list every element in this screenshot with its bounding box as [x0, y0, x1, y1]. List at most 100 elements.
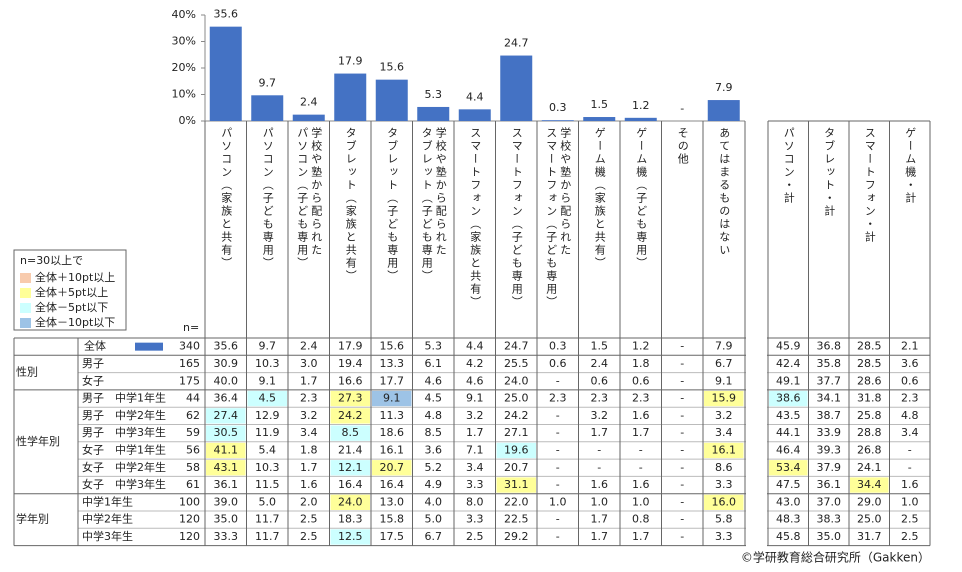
- cell: 34.1: [817, 392, 842, 405]
- cell: 48.3: [776, 513, 801, 526]
- cell: 3.6: [425, 443, 443, 456]
- cell-highlight: [704, 442, 744, 459]
- cell: -: [597, 461, 601, 474]
- cell: -: [680, 495, 684, 508]
- cell: 24.7: [504, 340, 529, 353]
- column-header: ゲーム機（子ども専用）: [634, 127, 648, 270]
- cell: 31.7: [857, 530, 882, 543]
- cell: 37.7: [817, 374, 842, 387]
- cell: 39.3: [817, 443, 842, 456]
- cell: 1.8: [632, 357, 650, 370]
- cell: 36.8: [817, 340, 842, 353]
- cell: 1.7: [591, 513, 609, 526]
- cell: -: [680, 374, 684, 387]
- row-n: 61: [186, 478, 200, 491]
- cell: 11.3: [380, 409, 405, 422]
- cell: 15.8: [380, 513, 405, 526]
- value-label: 35.6: [214, 8, 239, 21]
- cell: 53.4: [776, 461, 801, 474]
- cell: 21.4: [338, 443, 363, 456]
- cell: -: [908, 443, 912, 456]
- value-label: 15.6: [380, 61, 405, 74]
- cell: 2.3: [300, 392, 318, 405]
- cell: 5.3: [425, 340, 443, 353]
- bar: [375, 79, 408, 121]
- cell: 17.9: [338, 340, 363, 353]
- bar: [417, 106, 450, 121]
- cell: 17.7: [380, 374, 405, 387]
- legend-swatch: [20, 273, 31, 283]
- cell: 20.7: [504, 461, 529, 474]
- group-label: 性学年別: [16, 434, 60, 448]
- cell: 8.5: [425, 426, 443, 439]
- cell: 1.0: [901, 495, 919, 508]
- column-header: あてはまるものはない: [717, 127, 731, 257]
- cell: 30.9: [214, 357, 239, 370]
- cell: 6.7: [715, 357, 733, 370]
- cell: 25.8: [857, 409, 882, 422]
- cell: 11.9: [255, 426, 280, 439]
- row-n: 120: [179, 513, 200, 526]
- row-label: 中学3年生: [82, 529, 133, 543]
- cell: 3.3: [715, 478, 733, 491]
- cell: 1.7: [466, 426, 484, 439]
- cell: 44.1: [776, 426, 801, 439]
- cell: 1.5: [591, 340, 609, 353]
- cell-highlight: [330, 425, 370, 441]
- cell: 1.6: [632, 478, 650, 491]
- cell: -: [680, 340, 684, 353]
- cell: 29.0: [857, 495, 882, 508]
- cell: 15.6: [380, 340, 405, 353]
- column-header: 学校や塾から配られた スマートフォン（子ども専用）: [544, 127, 572, 309]
- cell: 4.8: [901, 409, 919, 422]
- cell: 0.8: [632, 513, 650, 526]
- bar: [209, 26, 242, 121]
- cell-highlight: [206, 442, 246, 459]
- cell: 43.0: [776, 495, 801, 508]
- cell: 12.9: [255, 409, 280, 422]
- cell: 6.1: [425, 357, 443, 370]
- cell: 8.6: [715, 461, 733, 474]
- cell: 43.1: [214, 461, 239, 474]
- cell: 27.3: [338, 392, 363, 405]
- cell: 3.3: [715, 530, 733, 543]
- row-label: 女子: [82, 373, 104, 387]
- cell: 3.3: [466, 478, 484, 491]
- cell: 45.9: [776, 340, 801, 353]
- cell-highlight: [850, 477, 889, 493]
- cell: 2.3: [549, 392, 567, 405]
- cell: 17.5: [380, 530, 405, 543]
- cell: 5.8: [715, 513, 733, 526]
- cell: 9.1: [383, 392, 401, 405]
- cell: 9.7: [259, 340, 277, 353]
- cell-highlight: [206, 425, 246, 441]
- cell: 10.3: [255, 461, 280, 474]
- cell: 3.4: [715, 426, 733, 439]
- value-label: 4.4: [466, 90, 484, 103]
- cell: 28.8: [857, 426, 882, 439]
- cell: 1.6: [632, 409, 650, 422]
- cell: -: [556, 374, 560, 387]
- cell: -: [597, 443, 601, 456]
- cell: 20.7: [380, 461, 405, 474]
- cell: 1.7: [632, 530, 650, 543]
- cell: 27.4: [214, 409, 239, 422]
- cell: 13.0: [380, 495, 405, 508]
- cell: 3.0: [300, 357, 318, 370]
- cell: 24.0: [504, 374, 529, 387]
- row-label: 中学2年生: [82, 512, 133, 526]
- cell: 30.5: [214, 426, 239, 439]
- value-label: 0.3: [549, 101, 567, 114]
- cell-highlight: [704, 494, 744, 510]
- cell: 37.9: [817, 461, 842, 474]
- cell-highlight: [206, 460, 246, 476]
- cell: -: [556, 409, 560, 422]
- cell: 1.0: [549, 495, 567, 508]
- bar: [292, 114, 325, 121]
- cell: 28.5: [857, 340, 882, 353]
- cell: 28.6: [857, 374, 882, 387]
- cell: 12.5: [338, 530, 363, 543]
- cell: 40.0: [214, 374, 239, 387]
- cell-highlight: [769, 460, 808, 476]
- y-tick-label: 40%: [172, 8, 196, 21]
